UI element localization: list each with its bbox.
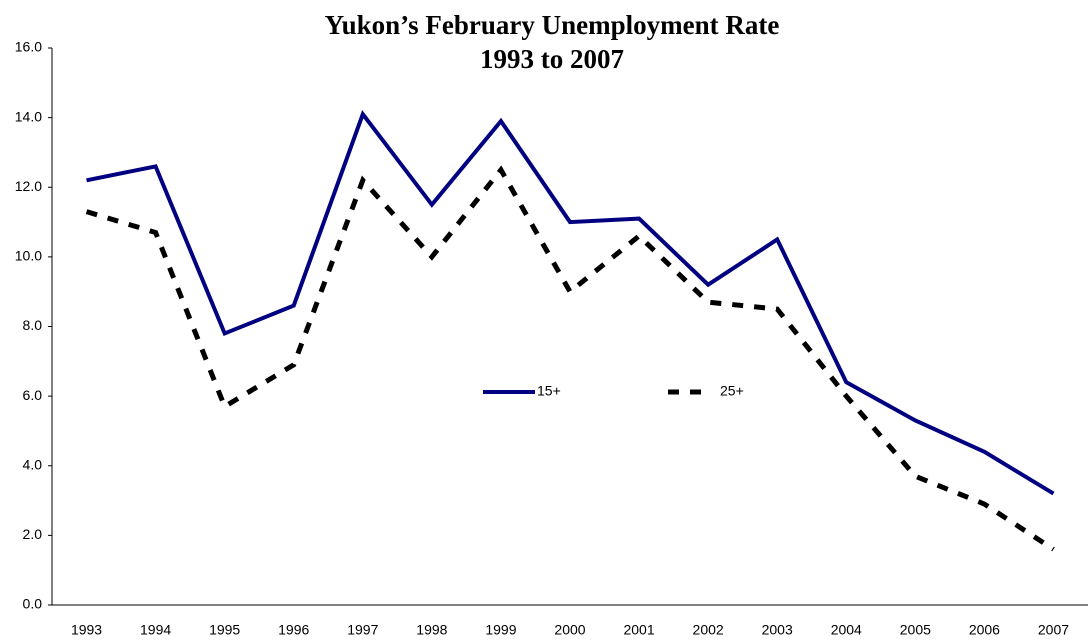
y-tick-label: 8.0	[23, 317, 43, 333]
x-tick-label: 2007	[1038, 622, 1069, 638]
series-line	[85, 165, 1055, 552]
x-tick-label: 2003	[762, 622, 793, 638]
legend-label: 15+	[537, 383, 561, 399]
x-tick-label: 2005	[900, 622, 931, 638]
y-tick-label: 14.0	[15, 108, 42, 124]
x-tick-label: 1996	[278, 622, 309, 638]
x-tick-label: 2006	[969, 622, 1000, 638]
legend-label: 25+	[720, 383, 744, 399]
chart-title: Yukon’s February Unemployment Rate	[325, 10, 780, 40]
x-tick-label: 1999	[485, 622, 516, 638]
x-tick-label: 2004	[831, 622, 862, 638]
x-tick-label: 1995	[209, 622, 240, 638]
x-tick-label: 1994	[140, 622, 171, 638]
x-tick-label: 1997	[347, 622, 378, 638]
y-tick-label: 16.0	[15, 39, 42, 55]
y-tick-label: 12.0	[15, 178, 42, 194]
y-tick-label: 6.0	[23, 387, 43, 403]
series-line	[86, 110, 1055, 496]
y-tick-label: 0.0	[23, 596, 43, 612]
x-tick-label: 2001	[623, 622, 654, 638]
y-tick-label: 2.0	[23, 526, 43, 542]
x-tick-label: 2002	[693, 622, 724, 638]
y-tick-label: 10.0	[15, 248, 42, 264]
x-tick-label: 1998	[416, 622, 447, 638]
x-tick-label: 1993	[71, 622, 102, 638]
chart-subtitle: 1993 to 2007	[480, 44, 624, 74]
y-tick-label: 4.0	[23, 456, 43, 472]
x-tick-label: 2000	[554, 622, 585, 638]
